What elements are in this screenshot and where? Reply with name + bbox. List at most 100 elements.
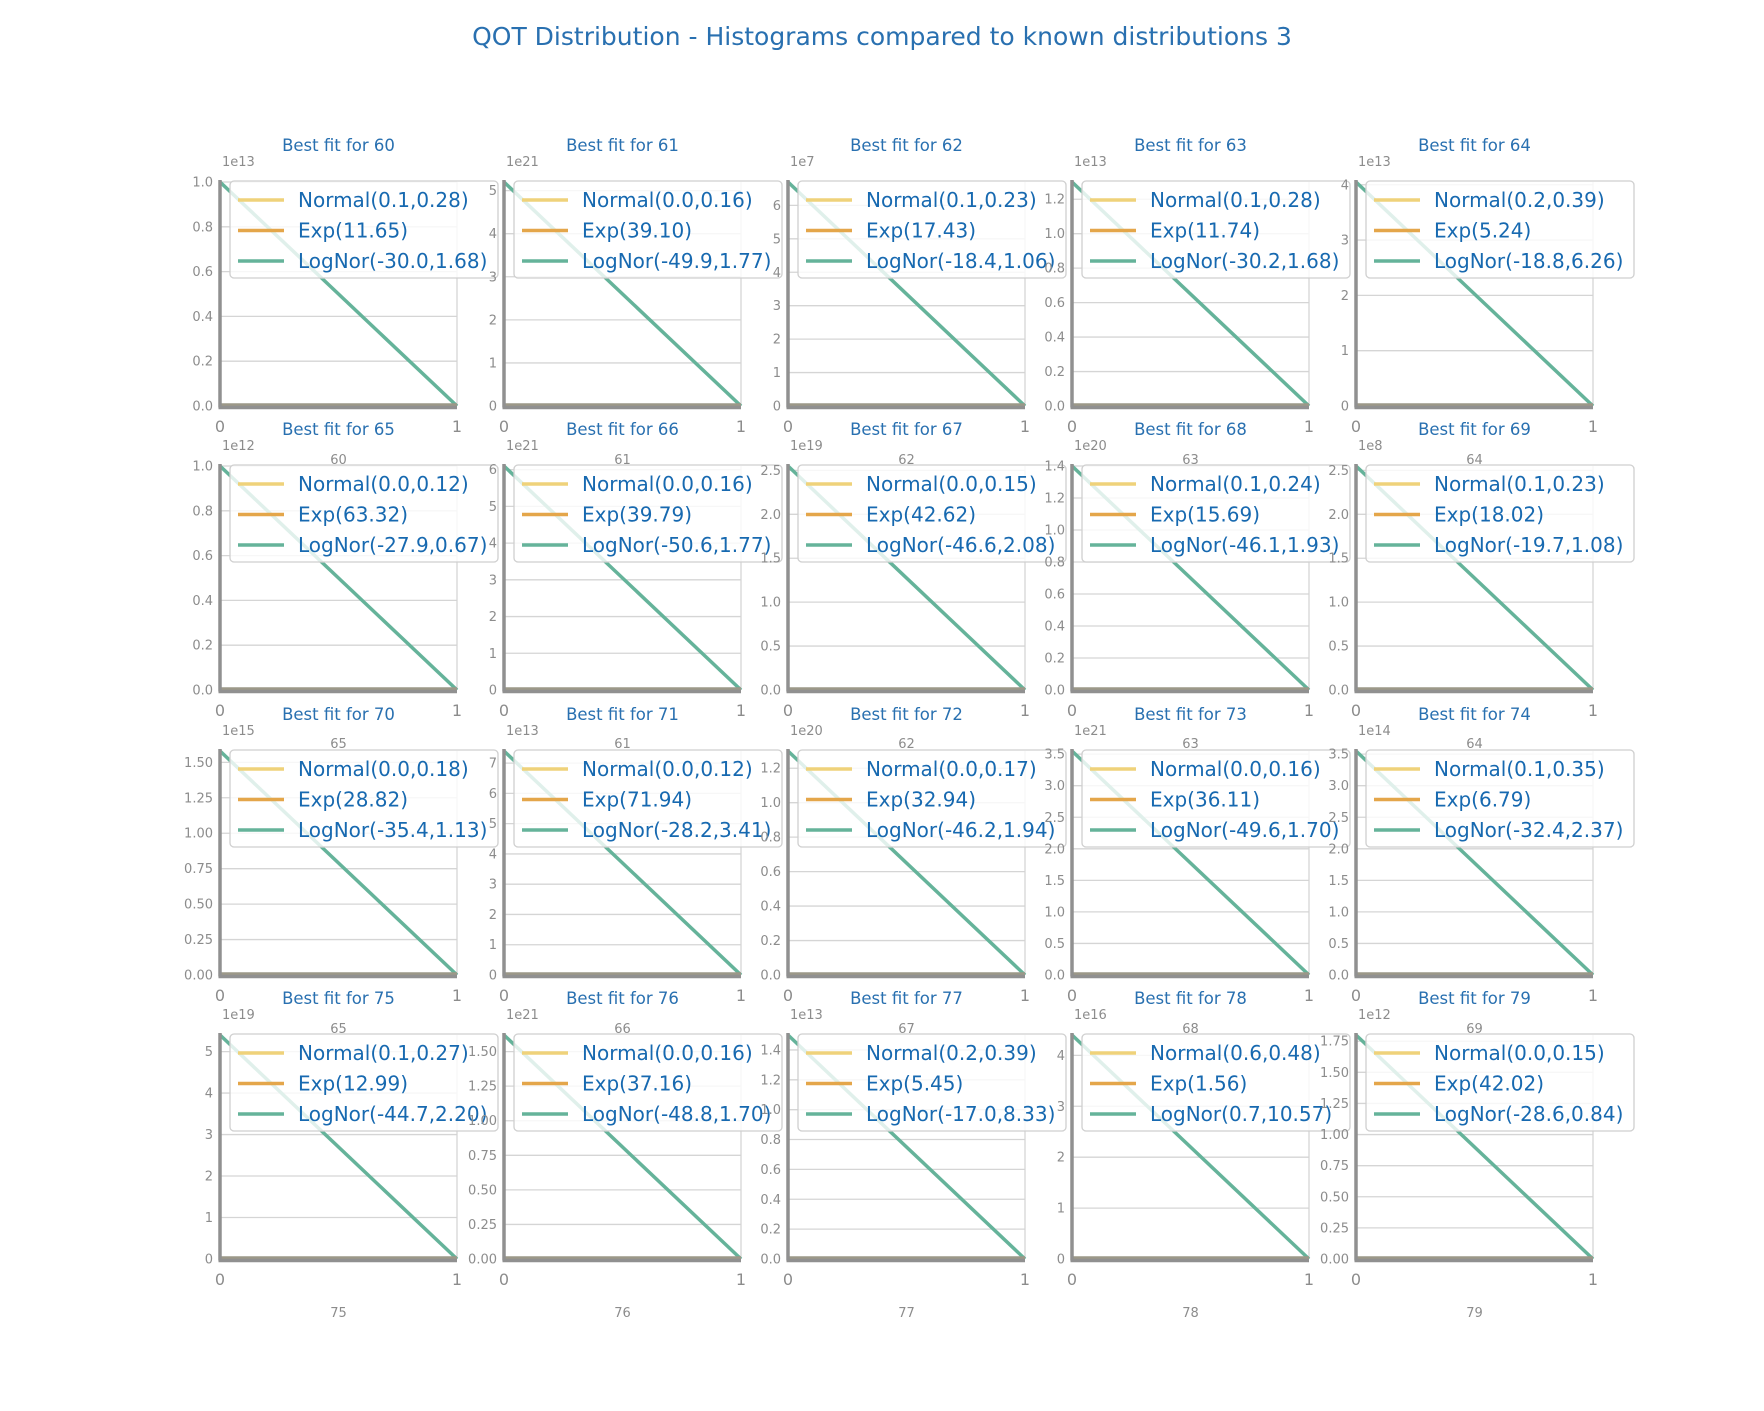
subplot-19: 0.00 0.25 0.50 0.75 1.00 1.25 1.50 1.75 1e12 Best… [1320,989,1635,1321]
y-tick-label: 1.4 [1044,460,1065,475]
y-tick-label: 3 [1341,234,1349,249]
x-axis-label: 63 [1182,453,1199,468]
y-tick-label: 0.50 [184,898,213,913]
axis-offset-label: 1e8 [1358,439,1383,454]
y-tick-label: 0.4 [1044,331,1065,346]
y-tick-label: 0.2 [192,355,213,370]
y-tick-label: 1.0 [760,1103,781,1118]
x-axis-label: 63 [1182,737,1199,752]
x-tick-label: 1 [452,1270,462,1289]
legend-entry: Normal(0.0,0.16) [1150,757,1321,781]
y-tick-label: 1.25 [468,1080,497,1095]
y-tick-label: 0.4 [192,594,213,609]
legend-entry: Normal(0.1,0.23) [1434,472,1605,496]
x-tick-label: 1 [1020,986,1030,1005]
y-tick-label: 0.0 [760,969,781,984]
y-tick-label: 4 [489,227,497,242]
x-tick-label: 1 [1020,701,1030,720]
y-tick-label: 0.75 [1320,1159,1349,1174]
legend-box [1081,1033,1351,1132]
legend-entry: LogNor(-46.6,2.08) [866,533,1055,557]
x-tick-label: 1 [736,986,746,1005]
y-tick-label: 1.5 [1328,552,1349,567]
x-axis-label: 79 [1466,1306,1483,1321]
y-tick-label: 2 [205,1170,213,1185]
y-tick-label: 3 [773,299,781,314]
axis-offset-label: 1e20 [1074,439,1107,454]
y-tick-label: 4 [489,847,497,862]
y-tick-label: 1.00 [184,827,213,842]
x-tick-label: 1 [1304,701,1314,720]
legend-box [797,749,1067,848]
y-tick-label: 0.4 [760,900,781,915]
y-tick-label: 3 [489,270,497,285]
y-tick-label: 0.0 [1044,400,1065,415]
y-tick-label: 1.4 [760,1043,781,1058]
y-tick-label: 2 [489,610,497,625]
y-tick-label: 4 [773,266,781,281]
legend-entry: Normal(0.1,0.28) [298,188,469,212]
y-tick-label: 0.2 [760,1223,781,1238]
y-tick-label: 1 [773,366,781,381]
legend-entry: LogNor(-19.7,1.08) [1434,533,1623,557]
legend-box [1365,1033,1635,1132]
subplot-title: Best fit for 61 [566,136,679,155]
x-axis-label: 64 [1466,453,1483,468]
legend-entry: LogNor(-18.8,6.26) [1434,249,1623,273]
legend-entry: LogNor(-28.6,0.84) [1434,1102,1623,1126]
subplot-title: Best fit for 60 [282,136,395,155]
x-axis-label: 66 [614,1022,631,1037]
y-tick-label: 0.4 [760,1193,781,1208]
legend-box [1365,749,1635,848]
y-tick-label: 0.00 [184,969,213,984]
legend-box [513,749,783,848]
x-tick-label: 0 [783,417,793,436]
subplot-17: 0.0 0.2 0.4 0.6 0.8 1.0 1.2 1.4 1e13 Best fit for… [760,989,1067,1321]
y-tick-label: 0 [205,1253,213,1268]
y-tick-label: 0.0 [1044,969,1065,984]
y-tick-label: 0.0 [1328,969,1349,984]
legend-entry: Exp(42.02) [1434,1072,1544,1096]
y-tick-label: 4 [1341,178,1349,193]
legend-entry: LogNor(-32.4,2.37) [1434,818,1623,842]
x-tick-label: 0 [1351,986,1361,1005]
legend-entry: Exp(5.24) [1434,219,1531,243]
subplot-title: Best fit for 65 [282,420,395,439]
y-tick-label: 2 [1057,1151,1065,1166]
axis-offset-label: 1e12 [222,439,255,454]
subplot-15: 0 1 2 3 4 5 1e19 Best fit for 75 0 1 75 Normal(0.1,… [205,989,499,1321]
legend-box [513,1033,783,1132]
x-tick-label: 0 [499,417,509,436]
x-tick-label: 0 [215,701,225,720]
legend-entry: LogNor(-48.8,1.70) [582,1102,771,1126]
y-tick-label: 0.4 [192,310,213,325]
subplot-title: Best fit for 63 [1134,136,1247,155]
legend-entry: LogNor(-30.0,1.68) [298,249,487,273]
x-tick-label: 0 [499,1270,509,1289]
y-tick-label: 7 [489,757,497,772]
subplot-title: Best fit for 76 [566,989,679,1008]
y-tick-label: 4 [489,537,497,552]
subplot-9: 0.0 0.5 1.0 1.5 2.0 2.5 1e8 Best fit for 69 0 1 64… [1328,420,1635,752]
legend-entry: Exp(32.94) [866,788,976,812]
y-tick-label: 1.0 [192,460,213,475]
x-tick-label: 0 [1351,1270,1361,1289]
y-tick-label: 4 [205,1087,213,1102]
legend-entry: Exp(71.94) [582,788,692,812]
y-tick-label: 1.0 [1044,227,1065,242]
subplot-13: 0.0 0.5 1.0 1.5 2.0 2.5 3.0 3.5 1e21 Best fit for… [1044,705,1351,1037]
y-tick-label: 0.6 [192,549,213,564]
legend-entry: Normal(0.0,0.16) [582,1041,753,1065]
y-tick-label: 2.5 [1328,464,1349,479]
x-tick-label: 0 [783,701,793,720]
legend-entry: Normal(0.0,0.18) [298,757,469,781]
subplot-title: Best fit for 78 [1134,989,1247,1008]
y-tick-label: 1.2 [1044,193,1065,208]
x-tick-label: 1 [1020,417,1030,436]
legend-entry: LogNor(-50.6,1.77) [582,533,771,557]
subplot-4: 0 1 2 3 4 1e13 Best fit for 64 0 1 64 Normal(0.2,0… [1341,136,1635,468]
y-tick-label: 0.0 [760,1253,781,1268]
legend-entry: Normal(0.2,0.39) [1434,188,1605,212]
legend-entry: LogNor(-27.9,0.67) [298,533,487,557]
x-tick-label: 0 [1067,417,1077,436]
